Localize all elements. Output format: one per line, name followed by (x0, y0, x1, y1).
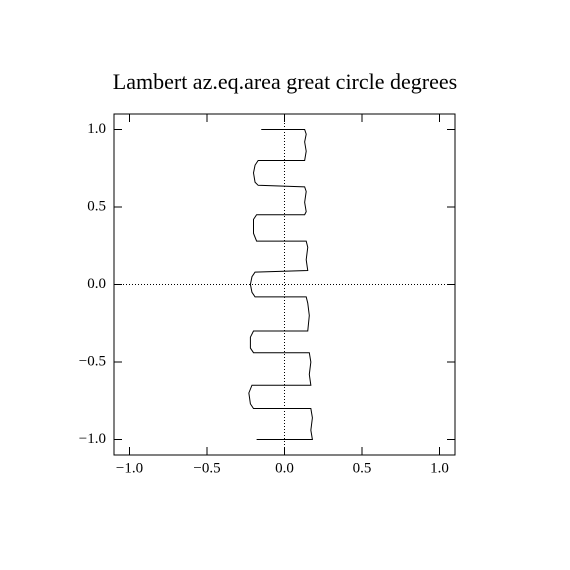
x-tick-label: 1.0 (430, 460, 449, 476)
y-tick-label: 0.5 (87, 198, 106, 214)
y-tick-label: 1.0 (87, 121, 106, 137)
x-tick-label: −0.5 (193, 460, 220, 476)
data-line (248, 129, 313, 440)
x-tick-label: 0.0 (275, 460, 294, 476)
y-tick-label: −0.5 (79, 353, 106, 369)
x-tick-label: 0.5 (353, 460, 372, 476)
y-tick-label: 0.0 (87, 276, 106, 292)
chart-title: Lambert az.eq.area great circle degrees (113, 69, 457, 94)
x-tick-label: −1.0 (116, 460, 143, 476)
y-tick-label: −1.0 (79, 431, 106, 447)
